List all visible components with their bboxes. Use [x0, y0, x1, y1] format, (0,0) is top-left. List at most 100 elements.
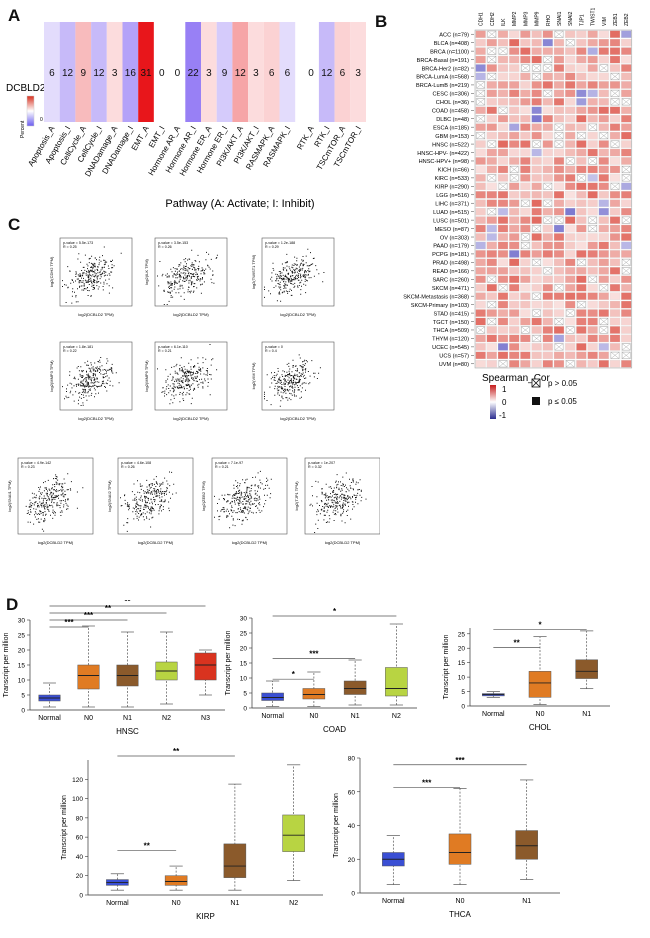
ns-mark	[588, 123, 597, 131]
scatter-r: R = 0.26	[121, 465, 135, 469]
corr-cell	[576, 123, 587, 131]
ns-mark	[521, 233, 530, 241]
corr-cell	[509, 359, 520, 368]
corr-cell	[587, 30, 598, 39]
y-tick-label: 25	[18, 633, 26, 640]
corr-cell	[576, 182, 587, 191]
corr-cell	[509, 157, 520, 165]
corr-cell	[520, 334, 531, 343]
ns-mark	[610, 98, 620, 106]
corr-cell	[553, 233, 565, 241]
corr-cell	[520, 106, 531, 115]
ns-mark	[565, 326, 575, 334]
sig-label: **	[173, 747, 180, 756]
ns-mark	[599, 326, 609, 334]
heat-value: 22	[188, 68, 200, 79]
corr-cell	[553, 351, 565, 360]
corr-cell	[475, 64, 486, 72]
corr-cell	[587, 89, 598, 98]
box	[77, 664, 100, 690]
corr-cell	[509, 233, 520, 241]
ns-mark	[487, 275, 497, 283]
ns-mark	[487, 30, 497, 38]
corr-cell	[486, 199, 497, 208]
ns-mark	[487, 30, 497, 38]
spearman-heatmap: CDH1 CDH2 ILK MMP2 MMP3 MMP9 RHO SNAI1 SNAI2 TJP1…	[403, 7, 633, 420]
ns-mark	[610, 98, 620, 106]
cancer-row-label: CESC (n=306)	[432, 92, 469, 98]
corr-cell	[542, 81, 553, 89]
corr-cell	[486, 326, 497, 334]
scatter-r: R = 0.21	[215, 465, 229, 469]
ns-mark	[543, 56, 553, 63]
corr-cell	[576, 148, 587, 157]
corr-cell	[565, 55, 576, 64]
corr-cell	[576, 81, 587, 89]
corr-cell	[598, 38, 609, 47]
ns-mark	[599, 132, 609, 140]
corr-cell	[486, 190, 497, 199]
scatter-r: R = 0.32	[308, 465, 322, 469]
ns-mark	[487, 301, 497, 309]
corr-cell	[587, 267, 598, 275]
corr-cell	[565, 351, 576, 360]
corr-cell	[553, 64, 565, 72]
corr-cell	[621, 241, 632, 250]
corr-cell	[553, 38, 565, 47]
corr-cell	[531, 359, 542, 368]
box	[164, 875, 188, 886]
corr-cell	[542, 359, 553, 368]
gene-column-label: ZEB2	[624, 13, 630, 26]
corr-cell	[486, 182, 497, 191]
y-tick-label: 0	[79, 893, 83, 900]
heat-cell	[138, 22, 154, 122]
ns-mark	[543, 199, 553, 207]
x-tick-label: N0	[536, 711, 545, 718]
ns-mark	[498, 284, 508, 292]
corr-cell	[609, 190, 621, 199]
ns-mark	[621, 351, 631, 359]
ns-mark	[476, 98, 485, 106]
ns-mark	[498, 47, 508, 55]
y-tick-label: 5	[21, 693, 25, 700]
corr-cell	[598, 114, 609, 123]
corr-cell	[486, 114, 497, 123]
corr-cell	[587, 343, 598, 351]
ns-mark	[521, 326, 530, 334]
corr-cell	[497, 81, 509, 89]
corr-cell	[542, 47, 553, 55]
y-tick-label: 30	[240, 616, 248, 623]
box	[302, 688, 326, 700]
corr-cell	[565, 241, 576, 250]
corr-cell	[497, 64, 509, 72]
ns-mark	[487, 140, 497, 148]
corr-cell	[553, 207, 565, 216]
corr-cell	[475, 359, 486, 368]
corr-cell	[598, 55, 609, 64]
corr-cell	[565, 283, 576, 292]
corr-cell	[621, 233, 632, 241]
ns-mark	[487, 208, 497, 216]
corr-cell	[553, 334, 565, 343]
corr-cell	[621, 326, 632, 334]
ns-mark	[476, 89, 485, 97]
corr-cell	[520, 157, 531, 165]
corr-cell	[565, 114, 576, 123]
scatter-xlabel: log2(DCBLD2 TPM)	[138, 540, 174, 545]
heat-value: 0	[159, 68, 165, 79]
scatter-ylabel: log2(ZEB2 TPM)	[201, 480, 206, 510]
heat-value: 9	[80, 68, 86, 79]
cancer-row-label: OV (n=303)	[440, 235, 469, 241]
corr-cell	[497, 30, 509, 39]
corr-cell	[520, 55, 531, 64]
scale-min: -1	[499, 411, 507, 420]
corr-cell	[475, 207, 486, 216]
corr-cell	[520, 267, 531, 275]
y-axis-label: Transcript per million	[3, 633, 10, 698]
legend-title: Percent	[20, 120, 26, 138]
ns-mark	[543, 267, 553, 275]
corr-cell	[576, 30, 587, 39]
ns-mark	[498, 106, 508, 114]
cancer-row-label: KIRP (n=290)	[435, 185, 469, 191]
